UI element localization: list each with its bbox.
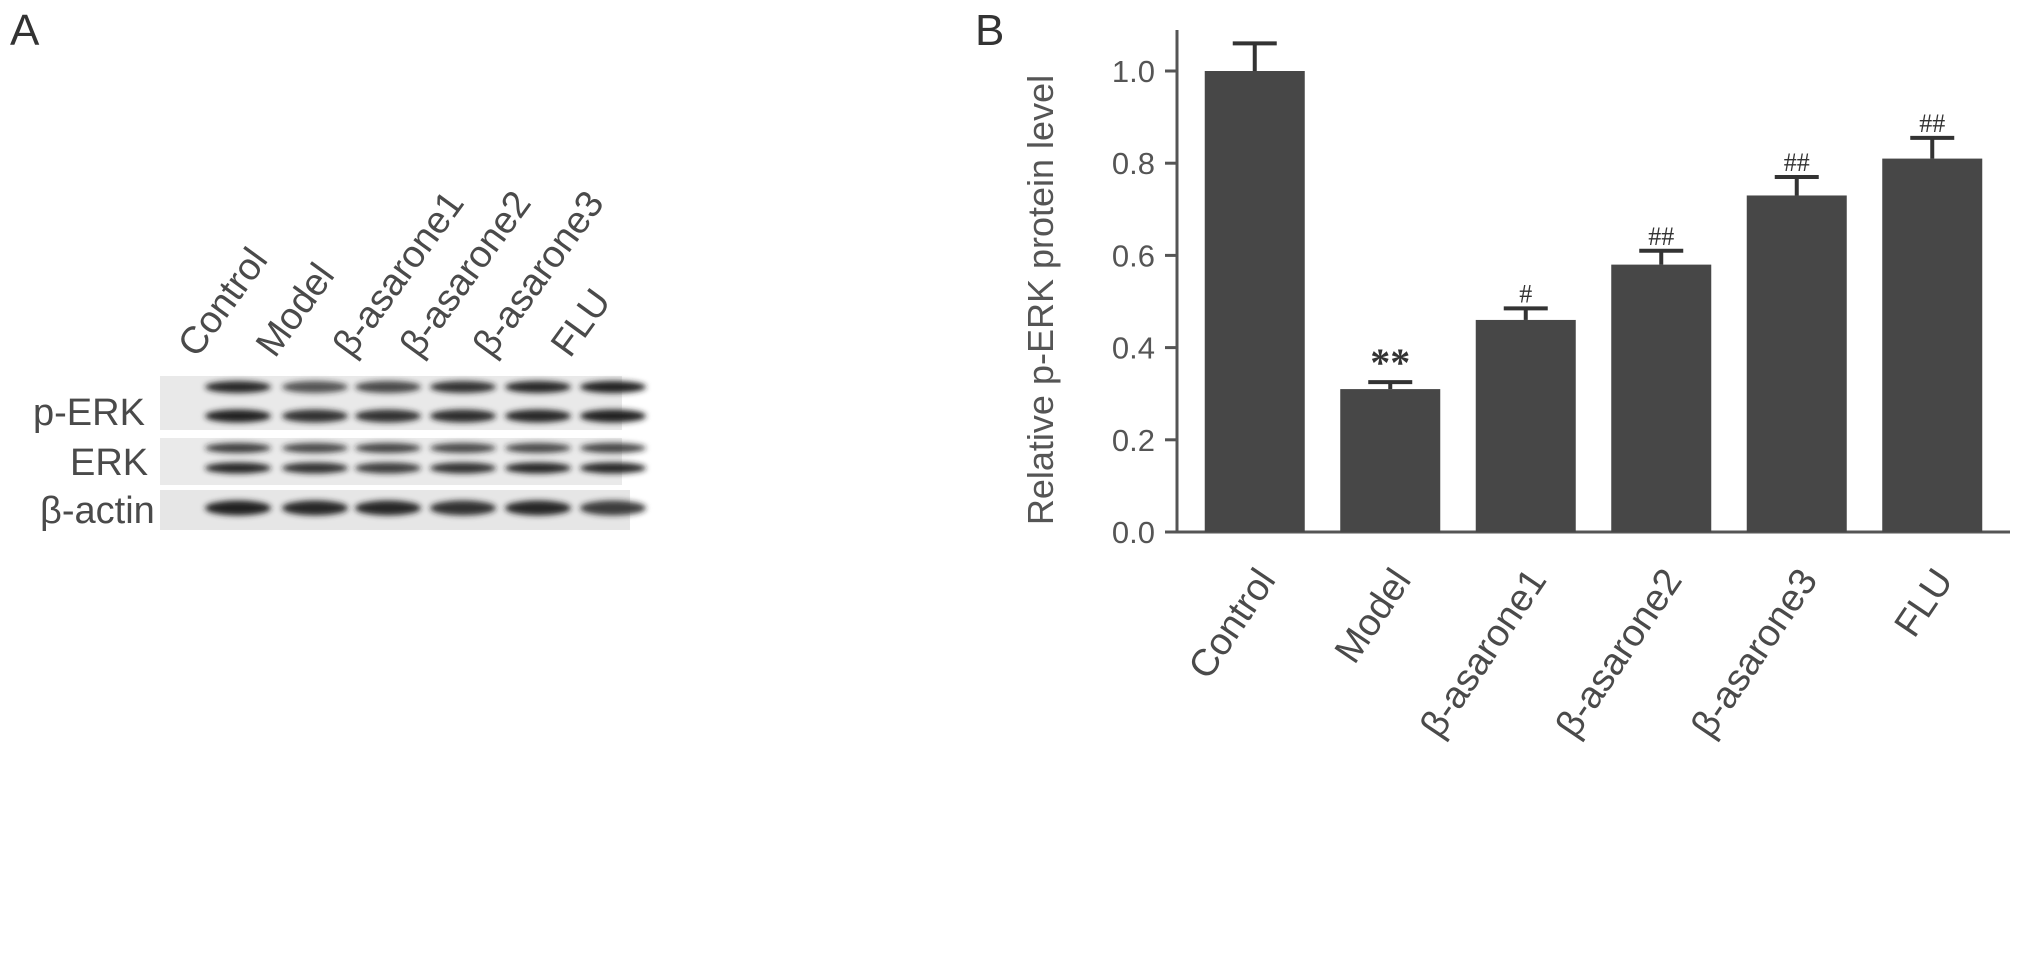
- y-axis-label: Relative p-ERK protein level: [1020, 75, 1061, 525]
- pERK-band-lower: [355, 409, 421, 423]
- x-tick-label: FLU: [1887, 562, 1962, 645]
- x-tick-label: Control: [1181, 562, 1284, 687]
- western-blot-panel: Control Model β-asarone1 β-asarone2 β-as…: [0, 0, 860, 700]
- actin-band: [580, 500, 646, 516]
- panel-a-label: A: [10, 6, 40, 55]
- significance-marker: **: [1370, 340, 1410, 385]
- y-tick-label: 1.0: [1112, 54, 1155, 89]
- actin-band: [205, 500, 271, 516]
- bar: [1611, 264, 1712, 532]
- bar: [1204, 71, 1305, 532]
- y-tick-label: 0.6: [1112, 238, 1155, 273]
- ERK-band-lower: [580, 462, 646, 474]
- ERK-band-upper: [355, 443, 421, 453]
- ERK-band-lower: [205, 462, 271, 474]
- pERK-band-lower: [505, 409, 571, 423]
- x-tick-label: β-asarone1: [1412, 562, 1555, 745]
- pERK-band-upper: [505, 381, 571, 393]
- ERK-band-lower: [282, 462, 348, 474]
- actin-band: [355, 500, 421, 516]
- ERK-band-upper: [282, 443, 348, 453]
- x-tick-label: Model: [1327, 562, 1420, 671]
- pERK-band-lower: [430, 409, 496, 423]
- pERK-band-upper: [282, 381, 348, 393]
- x-tick-label: β-asarone2: [1548, 562, 1691, 745]
- bar: [1340, 389, 1441, 532]
- panel-b-label: B: [975, 6, 1005, 55]
- pERK-band-upper: [580, 381, 646, 393]
- ERK-band-upper: [205, 443, 271, 453]
- row-label-erk: ERK: [70, 442, 149, 484]
- y-tick-label: 0.4: [1112, 331, 1155, 366]
- ERK-band-lower: [505, 462, 571, 474]
- bar: [1882, 158, 1983, 532]
- bar: [1746, 195, 1847, 532]
- significance-marker: #: [1519, 279, 1532, 308]
- ERK-band-upper: [505, 443, 571, 453]
- pERK-band-upper: [205, 381, 271, 393]
- ERK-band-lower: [430, 462, 496, 474]
- x-tick-label: β-asarone3: [1683, 562, 1826, 745]
- row-label-actin: β-actin: [40, 490, 155, 532]
- pERK-band-upper: [355, 381, 421, 393]
- actin-band: [430, 500, 496, 516]
- y-tick-label: 0.0: [1112, 515, 1155, 550]
- bar: [1475, 319, 1576, 532]
- y-tick-label: 0.8: [1112, 146, 1155, 181]
- pERK-band-upper: [430, 381, 496, 393]
- actin-band: [282, 500, 348, 516]
- y-tick-label: 0.2: [1112, 423, 1155, 458]
- pERK-band-lower: [282, 409, 348, 423]
- row-label-perk: p-ERK: [33, 392, 145, 434]
- ERK-band-lower: [355, 462, 421, 474]
- pERK-band-lower: [580, 409, 646, 423]
- significance-marker: ##: [1784, 148, 1810, 177]
- ERK-band-upper: [430, 443, 496, 453]
- significance-marker: ##: [1648, 222, 1674, 251]
- ERK-band-upper: [580, 443, 646, 453]
- significance-marker: ##: [1919, 109, 1945, 138]
- actin-band: [505, 500, 571, 516]
- blot-image: [160, 376, 646, 530]
- pERK-band-lower: [205, 409, 271, 423]
